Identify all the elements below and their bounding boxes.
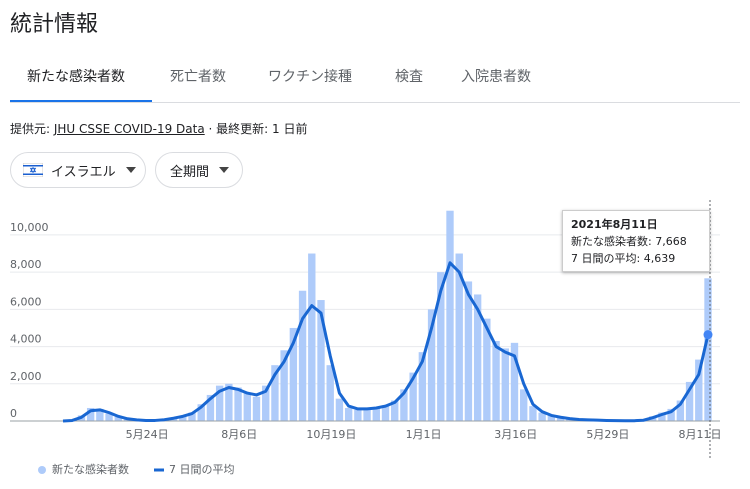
bar: [501, 348, 509, 421]
bar: [391, 400, 399, 421]
bar: [215, 385, 224, 421]
bar: [704, 278, 712, 421]
bar: [271, 365, 279, 421]
bar: [464, 281, 473, 421]
dropdown-arrow: [125, 167, 136, 173]
legend-swatch: [38, 466, 46, 474]
y-tick-label: 10,000: [10, 221, 49, 234]
bar: [409, 372, 417, 421]
x-tick-label: 5月24日: [126, 428, 169, 441]
source-prefix: 提供元:: [10, 122, 54, 136]
bar: [188, 412, 196, 421]
bar: [234, 387, 242, 421]
tooltip-value: 7,668: [655, 235, 687, 248]
bar: [667, 408, 675, 421]
bar: [520, 389, 528, 421]
x-tick-label: 10月19日: [306, 428, 356, 441]
bar: [529, 406, 537, 421]
tab[interactable]: 死亡者数: [170, 69, 226, 85]
bar: [658, 412, 666, 421]
tooltip-label: 新たな感染者数:: [571, 235, 656, 248]
country-select[interactable]: イスラエル: [10, 152, 146, 188]
bar: [676, 400, 685, 421]
x-tick-label: 8月11日: [679, 428, 722, 441]
bar: [547, 415, 556, 421]
tab[interactable]: 検査: [395, 69, 423, 85]
bar: [483, 318, 491, 421]
tab-indicator: [10, 100, 152, 103]
bar: [437, 272, 445, 421]
bar: [473, 294, 482, 421]
bar: [335, 398, 344, 421]
hover-point: [703, 330, 713, 340]
bar: [252, 396, 261, 421]
y-tick-label: 4,000: [10, 333, 42, 346]
y-tick-label: 0: [10, 407, 17, 420]
bar: [363, 408, 371, 421]
y-tick-label: 6,000: [10, 295, 42, 308]
bar: [280, 350, 288, 421]
x-tick-label: 1月1日: [406, 428, 442, 441]
page-title: 統計情報: [10, 12, 99, 37]
period-select[interactable]: 全期間: [155, 152, 243, 188]
bar: [556, 417, 565, 421]
source-link[interactable]: JHU CSSE COVID-19 Data: [53, 122, 205, 136]
bar: [197, 404, 205, 421]
tooltip-row: 7 日間の平均: 4,639: [571, 250, 701, 267]
legend-label: 7 日間の平均: [169, 463, 235, 476]
bar: [317, 300, 325, 421]
country-label: イスラエル: [51, 164, 116, 180]
bar: [685, 381, 694, 421]
bar: [427, 309, 436, 421]
tooltip: 2021年8月11日 新たな感染者数: 7,668 7 日間の平均: 4,639: [562, 210, 710, 272]
y-tick-label: 8,000: [10, 258, 42, 271]
bar: [372, 407, 380, 421]
period-label: 全期間: [170, 164, 210, 180]
y-tick-label: 2,000: [10, 370, 42, 383]
source: 提供元: JHU CSSE COVID-19 Data · 最終更新: 1 日前: [10, 120, 307, 137]
bar: [446, 210, 454, 421]
tooltip-title: 2021年8月11日: [571, 218, 658, 231]
source-suffix: · 最終更新: 1 日前: [204, 122, 308, 136]
bar: [298, 290, 307, 421]
bar: [179, 415, 187, 421]
bar: [96, 408, 104, 421]
tooltip-label: 7 日間の平均:: [571, 252, 644, 265]
bar: [308, 253, 316, 421]
bar: [206, 394, 215, 421]
flag: [23, 163, 43, 177]
bar: [381, 405, 390, 421]
bar: [695, 359, 703, 421]
bar: [492, 340, 500, 421]
bar: [510, 342, 519, 421]
x-tick-label: 5月29日: [586, 428, 629, 441]
bar: [326, 365, 334, 421]
bar: [354, 409, 362, 421]
avg-line: [62, 261, 710, 423]
bar: [418, 352, 427, 421]
bar: [344, 407, 353, 421]
x-tick-label: 3月16日: [494, 428, 537, 441]
bar: [86, 407, 95, 421]
bar: [105, 413, 113, 421]
bar: [262, 385, 270, 421]
bar: [225, 383, 233, 421]
x-tick-label: 8月6日: [221, 428, 257, 441]
bar: [400, 389, 408, 421]
legend-label: 新たな感染者数: [52, 462, 129, 476]
dropdown-arrow: [219, 167, 230, 173]
tooltip-value: 4,639: [643, 252, 676, 265]
tab[interactable]: 入院患者数: [461, 69, 531, 85]
bar: [114, 416, 122, 421]
tab[interactable]: ワクチン接種: [268, 69, 352, 85]
bar: [455, 253, 463, 421]
divider: [10, 102, 740, 103]
tab[interactable]: 新たな感染者数: [27, 69, 125, 85]
bar: [289, 327, 298, 421]
tooltip-row: 新たな感染者数: 7,668: [571, 233, 701, 250]
bar: [243, 393, 251, 421]
bar: [538, 412, 546, 421]
